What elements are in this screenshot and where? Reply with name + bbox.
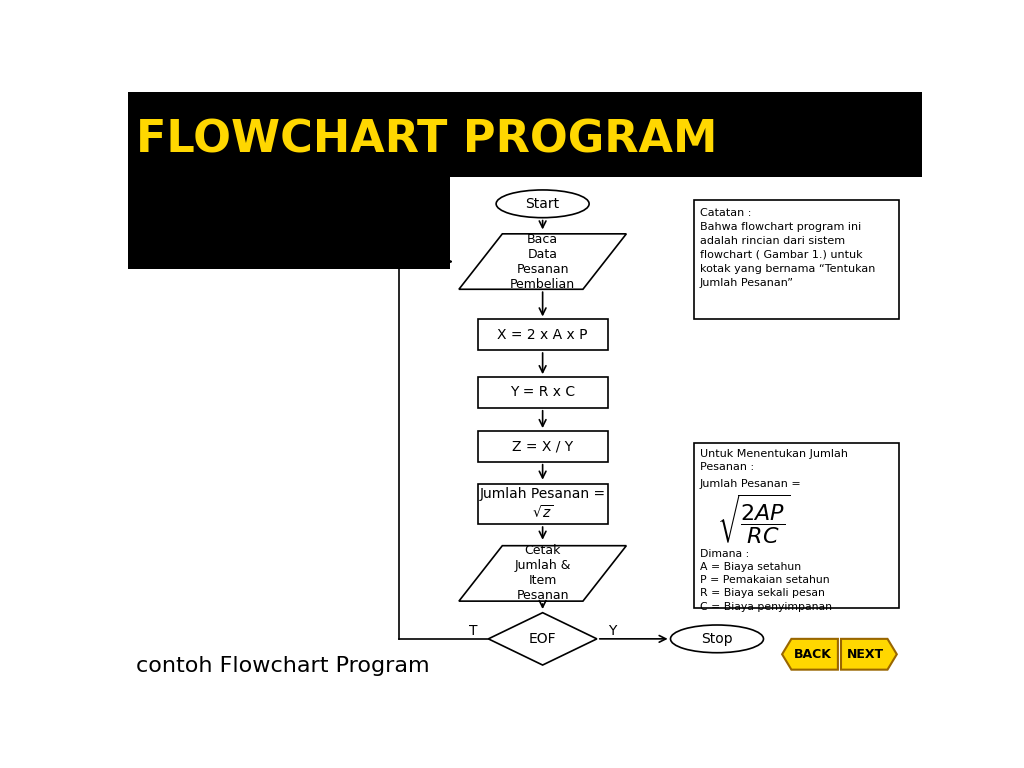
Text: Jumlah Pesanan =: Jumlah Pesanan = xyxy=(700,479,802,489)
Ellipse shape xyxy=(671,625,764,653)
Bar xyxy=(477,377,607,408)
Text: NEXT: NEXT xyxy=(847,647,885,660)
Bar xyxy=(477,431,607,462)
Text: FLOWCHART PROGRAM: FLOWCHART PROGRAM xyxy=(136,118,717,161)
Text: Y = R x C: Y = R x C xyxy=(510,386,575,399)
Text: Untuk Menentukan Jumlah
Pesanan :: Untuk Menentukan Jumlah Pesanan : xyxy=(700,449,848,472)
Text: BACK: BACK xyxy=(795,647,833,660)
Text: contoh Flowchart Program: contoh Flowchart Program xyxy=(136,656,429,676)
Text: Baca
Data
Pesanan
Pembelian: Baca Data Pesanan Pembelian xyxy=(510,233,575,290)
Text: Z = X / Y: Z = X / Y xyxy=(512,439,573,453)
Text: EOF: EOF xyxy=(528,632,556,646)
Polygon shape xyxy=(782,639,838,670)
Polygon shape xyxy=(459,233,627,290)
Ellipse shape xyxy=(496,190,589,217)
Text: Stop: Stop xyxy=(701,632,733,646)
Text: $\sqrt{\dfrac{2AP}{RC}}$: $\sqrt{\dfrac{2AP}{RC}}$ xyxy=(717,493,791,546)
Bar xyxy=(693,442,899,608)
Text: Y: Y xyxy=(608,624,616,638)
Bar xyxy=(128,177,450,270)
Bar xyxy=(693,200,899,319)
Bar xyxy=(477,319,607,350)
Text: Jumlah Pesanan =
$\sqrt{z}$: Jumlah Pesanan = $\sqrt{z}$ xyxy=(479,487,605,521)
Text: Start: Start xyxy=(525,197,560,210)
Text: Dimana :
A = Biaya setahun
P = Pemakaian setahun
R = Biaya sekali pesan
C = Biay: Dimana : A = Biaya setahun P = Pemakaian… xyxy=(700,549,831,611)
Polygon shape xyxy=(459,546,627,601)
Bar xyxy=(477,484,607,524)
Polygon shape xyxy=(841,639,897,670)
Text: T: T xyxy=(469,624,477,638)
Polygon shape xyxy=(488,613,597,665)
Text: X = 2 x A x P: X = 2 x A x P xyxy=(498,328,588,342)
Text: Cetak
Jumlah &
Item
Pesanan: Cetak Jumlah & Item Pesanan xyxy=(514,545,570,602)
Bar xyxy=(128,92,922,177)
Text: Catatan :
Bahwa flowchart program ini
adalah rincian dari sistem
flowchart ( Gam: Catatan : Bahwa flowchart program ini ad… xyxy=(700,207,876,288)
